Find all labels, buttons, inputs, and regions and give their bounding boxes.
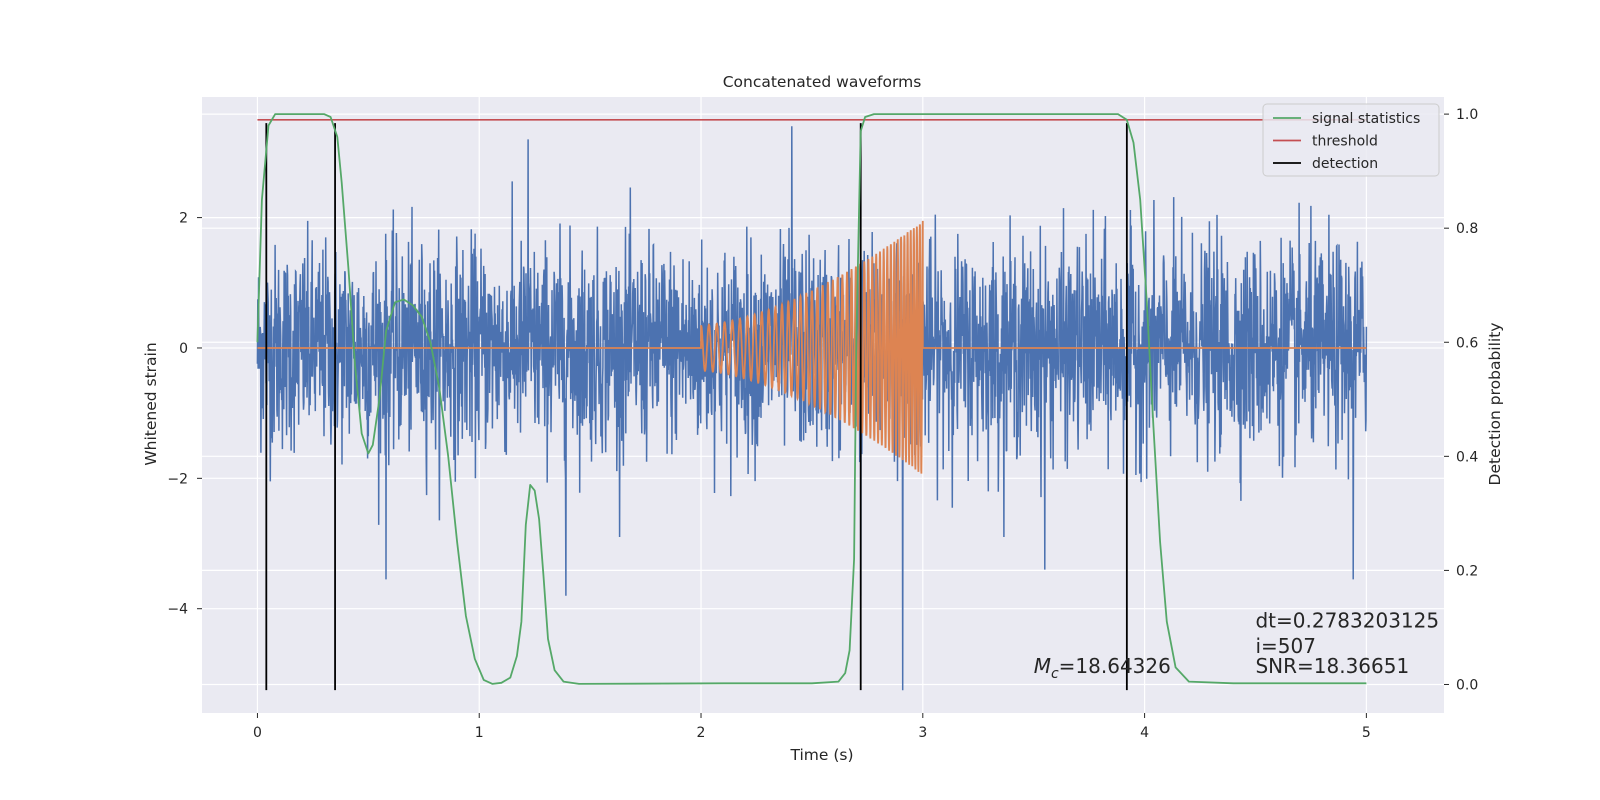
y-left-tick-label: −2 [167,471,188,487]
annotation-text: i=507 [1255,634,1316,658]
y-right-tick-label: 1.0 [1456,107,1478,123]
annotation-text: SNR=18.36651 [1255,654,1409,678]
y-axis-label-right: Detection probability [1486,323,1504,486]
annotation-text: dt=0.2783203125 [1255,608,1439,632]
y-right-tick-label: 0.4 [1456,449,1478,465]
annotations: dt=0.2783203125 i=507 Mc=18.64326 SNR=18.3… [1034,608,1439,682]
legend-label: threshold [1312,134,1378,150]
y-left-tick-label: 0 [179,341,188,357]
x-axis-label: Time (s) [789,746,853,764]
y-left-tick-label: −4 [167,602,188,618]
signal-statistics-series [256,113,1367,685]
y-right-tick-label: 0.8 [1456,221,1478,237]
strain-noise-series [256,126,1368,691]
chirp-signal-series [257,220,1367,474]
y-left-tick-label: 2 [179,211,188,227]
chart-title: Concatenated waveforms [723,73,922,91]
y-right-tick-label: 0.0 [1456,677,1478,693]
x-tick-label: 0 [253,725,262,741]
ticks: 0 1 2 3 4 5 2 0 −2 −4 1.0 0.8 0.6 0.4 0.2 0.0 [167,107,1478,741]
y-right-tick-label: 0.6 [1456,335,1478,351]
x-tick-label: 1 [475,725,484,741]
y-right-tick-label: 0.2 [1456,563,1478,579]
y-axis-label-left: Whitened strain [142,342,160,465]
annotation-text: Mc=18.64326 [1034,654,1171,682]
legend-box [1262,103,1440,177]
legend-label: signal statistics [1312,111,1420,127]
x-tick-label: 5 [1362,725,1371,741]
x-tick-label: 4 [1140,725,1149,741]
series-layer [256,113,1368,691]
legend: signal statistics threshold detection [1262,103,1440,177]
x-tick-label: 3 [918,725,927,741]
legend-label: detection [1312,156,1378,172]
x-tick-label: 2 [697,725,706,741]
